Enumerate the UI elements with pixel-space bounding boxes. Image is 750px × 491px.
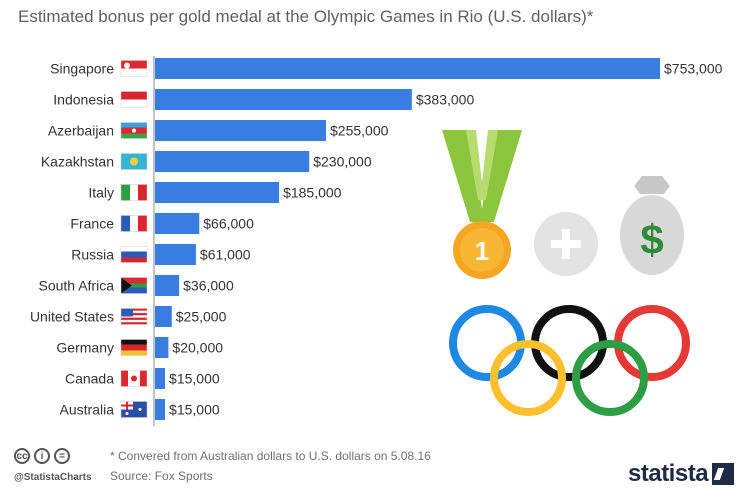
flag-kazakhstan-icon — [120, 153, 148, 170]
footnote: * Convered from Australian dollars to U.… — [110, 449, 431, 463]
bar — [155, 58, 660, 79]
flag-russia-icon — [120, 246, 148, 263]
bar — [155, 213, 200, 234]
bar — [155, 244, 196, 265]
flag-indonesia-icon — [120, 91, 148, 108]
data-label: $383,000 — [416, 92, 475, 108]
bar — [155, 306, 172, 327]
chart-title: Estimated bonus per gold medal at the Ol… — [18, 7, 594, 26]
flag-azerbaijan-icon — [120, 122, 148, 139]
money-bag-icon: $ — [620, 176, 684, 275]
creative-commons-icon: cc — [14, 448, 30, 464]
data-label: $185,000 — [283, 185, 342, 201]
data-label: $36,000 — [183, 278, 234, 294]
category-label: Russia — [71, 247, 114, 263]
category-label: United States — [30, 309, 114, 325]
flag-france-icon — [120, 215, 148, 232]
bar — [155, 399, 166, 420]
license-icons: cc i = — [14, 448, 70, 464]
data-label: $20,000 — [172, 340, 223, 356]
category-label: Azerbaijan — [48, 123, 114, 139]
bar — [155, 337, 169, 358]
bar — [155, 120, 327, 141]
flag-canada-icon — [120, 370, 148, 387]
category-label: South Africa — [39, 278, 115, 294]
flag-italy-icon — [120, 184, 148, 201]
flag-germany-icon — [120, 339, 148, 356]
data-label: $15,000 — [169, 402, 220, 418]
medal-number: 1 — [475, 236, 489, 266]
category-label: Australia — [60, 402, 115, 418]
no-derivatives-icon: = — [54, 448, 70, 464]
data-label: $15,000 — [169, 371, 220, 387]
data-label: $25,000 — [176, 309, 227, 325]
bar — [155, 89, 412, 110]
medal-icon: 1 — [442, 130, 522, 279]
category-label: Italy — [88, 185, 114, 201]
category-label: France — [70, 216, 114, 232]
bar — [155, 182, 280, 203]
data-label: $66,000 — [203, 216, 254, 232]
attribution-icon: i — [34, 448, 50, 464]
category-label: Canada — [65, 371, 114, 387]
svg-text:$: $ — [640, 216, 663, 263]
bar — [155, 275, 180, 296]
olympic-rings-icon — [449, 305, 690, 416]
category-label: Indonesia — [53, 92, 114, 108]
bar — [155, 151, 310, 172]
category-label: Kazakhstan — [41, 154, 114, 170]
brand-mark-icon — [712, 463, 735, 485]
statista-logo[interactable]: statista — [628, 460, 735, 488]
category-label: Germany — [56, 340, 114, 356]
data-label: $753,000 — [664, 61, 723, 77]
data-label: $61,000 — [200, 247, 251, 263]
flag-united-states-icon — [120, 308, 148, 325]
flag-australia-icon — [120, 401, 148, 418]
social-handle[interactable]: @StatistaCharts — [14, 472, 92, 483]
bar — [155, 368, 166, 389]
category-label: Singapore — [50, 61, 114, 77]
plus-icon — [534, 212, 598, 276]
brand-name: statista — [628, 460, 709, 487]
source-note: Source: Fox Sports — [110, 469, 213, 483]
flag-singapore-icon — [120, 60, 148, 77]
flag-south-africa-icon — [120, 277, 148, 294]
data-label: $255,000 — [330, 123, 389, 139]
data-label: $230,000 — [313, 154, 372, 170]
